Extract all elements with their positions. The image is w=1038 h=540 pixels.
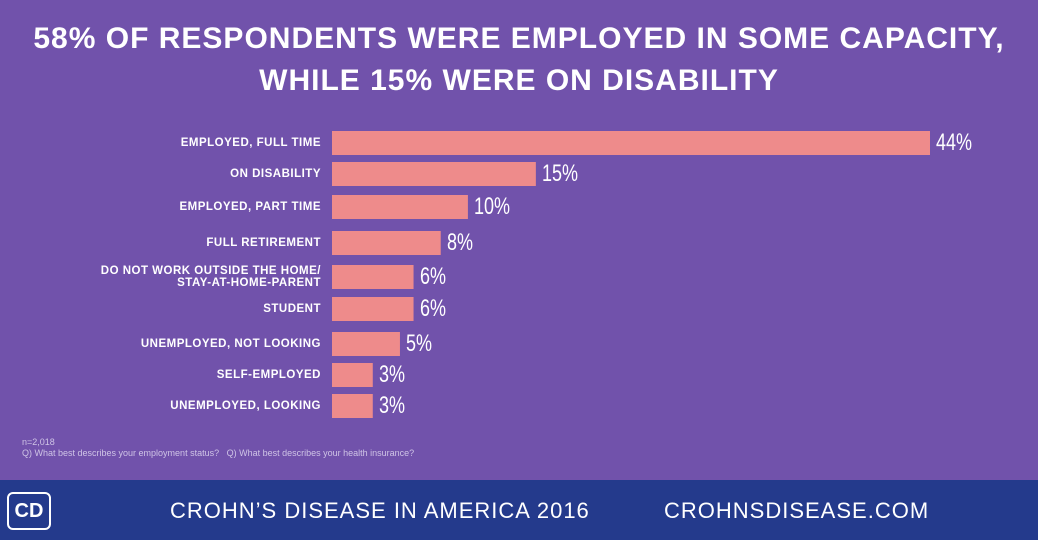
value-label: 15%: [541, 160, 578, 187]
bar: [332, 231, 441, 255]
bar: [332, 394, 373, 418]
bar: [332, 195, 468, 219]
question-note: Q) What best describes your employment s…: [22, 448, 415, 458]
bar: [332, 332, 400, 356]
value-label: 44%: [936, 129, 973, 156]
bar: [332, 363, 373, 387]
bar: [332, 131, 930, 155]
value-label: 8%: [446, 229, 473, 256]
value-label: 6%: [419, 263, 446, 290]
category-label: SELF-EMPLOYED: [216, 369, 321, 381]
value-label: 6%: [419, 295, 446, 322]
category-label: EMPLOYED, FULL TIME: [180, 137, 321, 149]
chart: [332, 131, 930, 418]
category-label: DO NOT WORK OUTSIDE THE HOME/ STAY-AT-HO…: [100, 265, 321, 289]
value-label: 3%: [378, 361, 405, 388]
bar: [332, 265, 414, 289]
footer-site[interactable]: CROHNSDISEASE.COM: [664, 498, 930, 523]
category-label: ON DISABILITY: [230, 168, 321, 180]
category-label: UNEMPLOYED, LOOKING: [170, 400, 321, 412]
value-label: 5%: [405, 330, 432, 357]
category-label: STUDENT: [263, 303, 321, 315]
footer-title: CROHN’S DISEASE IN AMERICA 2016: [170, 498, 590, 523]
value-label: 10%: [473, 193, 510, 220]
logo: CD: [7, 492, 51, 530]
category-label: FULL RETIREMENT: [206, 237, 321, 249]
bar: [332, 162, 536, 186]
bar: [332, 297, 414, 321]
category-label: EMPLOYED, PART TIME: [179, 201, 321, 213]
sample-note: n=2,018: [22, 437, 55, 447]
footer: CD CROHN’S DISEASE IN AMERICA 2016 CROHN…: [0, 480, 1038, 540]
category-label: UNEMPLOYED, NOT LOOKING: [140, 338, 321, 350]
value-label: 3%: [378, 392, 405, 419]
chart-title: 58% OF RESPONDENTS WERE EMPLOYED IN SOME…: [33, 22, 1005, 97]
